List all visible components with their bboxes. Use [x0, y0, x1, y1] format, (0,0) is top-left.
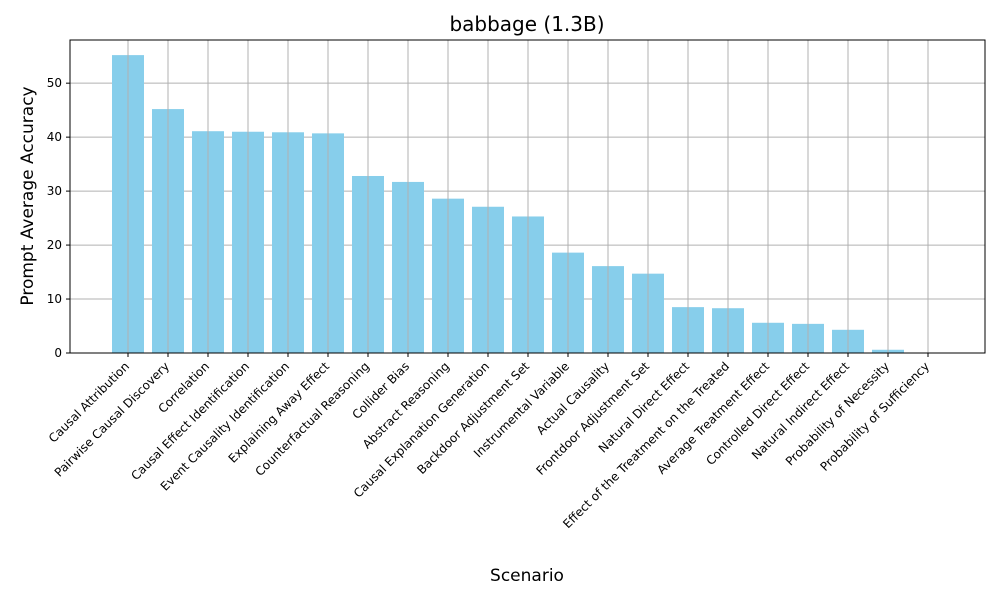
y-tick-labels: 0 10 20 30 40 50 — [47, 76, 70, 360]
y-tick-label: 50 — [47, 76, 62, 90]
chart-title: babbage (1.3B) — [449, 12, 604, 36]
x-tick-label: Actual Causality — [534, 359, 612, 437]
vertical-grid-lines — [127, 40, 929, 353]
y-tick-label: 0 — [54, 346, 62, 360]
x-axis-title: Scenario — [490, 566, 564, 586]
y-tick-label: 20 — [47, 238, 62, 252]
y-axis-title: Prompt Average Accuracy — [18, 86, 38, 305]
y-tick-label: 10 — [47, 292, 62, 306]
y-tick-label: 40 — [47, 130, 62, 144]
bars — [112, 55, 904, 353]
y-tick-label: 30 — [47, 184, 62, 198]
